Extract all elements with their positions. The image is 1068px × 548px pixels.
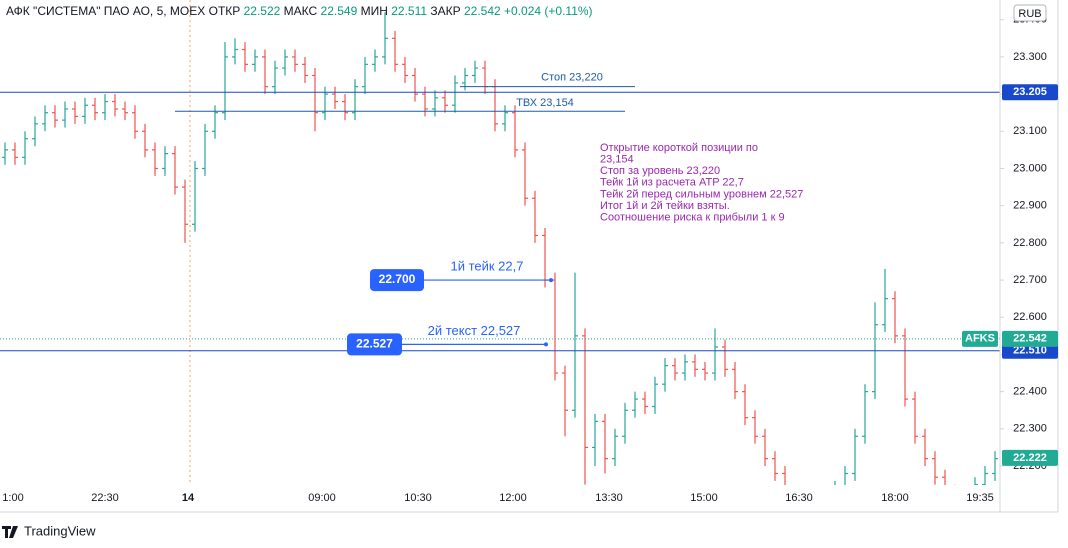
x-tick-label: 15:00: [690, 492, 718, 504]
take1-box-label: 22.700: [379, 272, 416, 286]
x-tick-label: 09:00: [308, 492, 336, 504]
note-line: Тейк 1й из расчета ATP 22,7: [600, 177, 744, 189]
x-tick-label: 12:00: [499, 492, 527, 504]
take2-box: [347, 333, 402, 356]
x-tick-label: 10:30: [404, 492, 432, 504]
take1-label: 1й тейк 22,7: [450, 259, 523, 274]
x-tick-label: 14: [182, 492, 195, 504]
price-box-label: 22.542: [1013, 333, 1047, 345]
symbol: АФК "СИСТЕМА" ПАО АО, 5, MOEX: [6, 4, 205, 18]
stat-value: 22.542: [464, 4, 501, 18]
x-tick-label: 19:35: [966, 492, 994, 504]
symbol-box-label: AFKS: [965, 333, 995, 345]
y-tick-label: 22.300: [1013, 423, 1047, 435]
stat-label: МИН: [361, 4, 388, 18]
change: +0.024 (+0.11%): [504, 4, 593, 18]
x-tick-label: 18:00: [881, 492, 909, 504]
stop-label: Стоп 23,220: [541, 72, 603, 84]
note-line: 23,154: [600, 154, 634, 166]
stat-value: 22.522: [244, 4, 281, 18]
y-tick-label: 22.400: [1013, 386, 1047, 398]
stat-label: ОТКР: [209, 4, 241, 18]
x-tick-label: 22:30: [91, 492, 119, 504]
price-box: [1002, 84, 1058, 101]
entry-label: ТВХ 23,154: [516, 97, 574, 109]
y-tick-label: 22.700: [1013, 274, 1047, 286]
stat-label: ЗАКР: [430, 4, 460, 18]
y-tick-label: 23.000: [1013, 162, 1047, 174]
take2-point: [544, 342, 548, 347]
price-box-label: 22.510: [1013, 345, 1047, 357]
y-tick-label: 22.800: [1013, 237, 1047, 249]
logo: TradingView: [2, 523, 96, 538]
plot-area: [0, 12, 1000, 485]
note-line: Открытие короткой позиции по: [600, 142, 758, 154]
price-box: [1002, 449, 1058, 466]
note-line: Соотношение риска к прибыли 1 к 9: [600, 212, 785, 224]
overlay: АФК "СИСТЕМА" ПАО АО, 5, MOEX ОТКР 22.52…: [6, 4, 803, 356]
y-tick-label: 23.300: [1013, 51, 1047, 63]
stat-value: 22.549: [321, 4, 358, 18]
stat-label: МАКС: [284, 4, 318, 18]
y-tick-label: 22.900: [1013, 200, 1047, 212]
y-tick-label: 23.100: [1013, 125, 1047, 137]
currency: RUB: [1018, 8, 1041, 20]
axes: 23.40023.30023.20023.10023.00022.90022.8…: [2, 4, 1058, 504]
price-box-label: 22.222: [1013, 452, 1047, 464]
take1-box: [370, 269, 424, 292]
stat-value: 22.511: [391, 4, 427, 18]
x-tick-label: 1:00: [2, 492, 23, 504]
take2-box-label: 22.527: [356, 337, 393, 351]
currency-box: [1013, 4, 1047, 22]
note-line: Итог 1й и 2й тейки взяты.: [600, 200, 730, 212]
symbol-box: [962, 330, 998, 347]
note-line: Стоп за уровень 23,220: [600, 165, 720, 177]
y-tick-label: 22.600: [1013, 311, 1047, 323]
x-tick-label: 13:30: [595, 492, 623, 504]
header: АФК "СИСТЕМА" ПАО АО, 5, MOEX ОТКР 22.52…: [6, 4, 593, 18]
brand: TradingView: [24, 523, 96, 538]
note-line: Тейк 2й перед сильным уровнем 22,527: [600, 188, 803, 200]
price-box-label: 23.205: [1013, 86, 1047, 98]
x-tick-label: 16:30: [785, 492, 813, 504]
price-box: [1002, 330, 1058, 347]
take2-label: 2й текст 22,527: [428, 323, 521, 338]
logo-mark: [2, 526, 18, 538]
take1-point: [549, 278, 553, 283]
